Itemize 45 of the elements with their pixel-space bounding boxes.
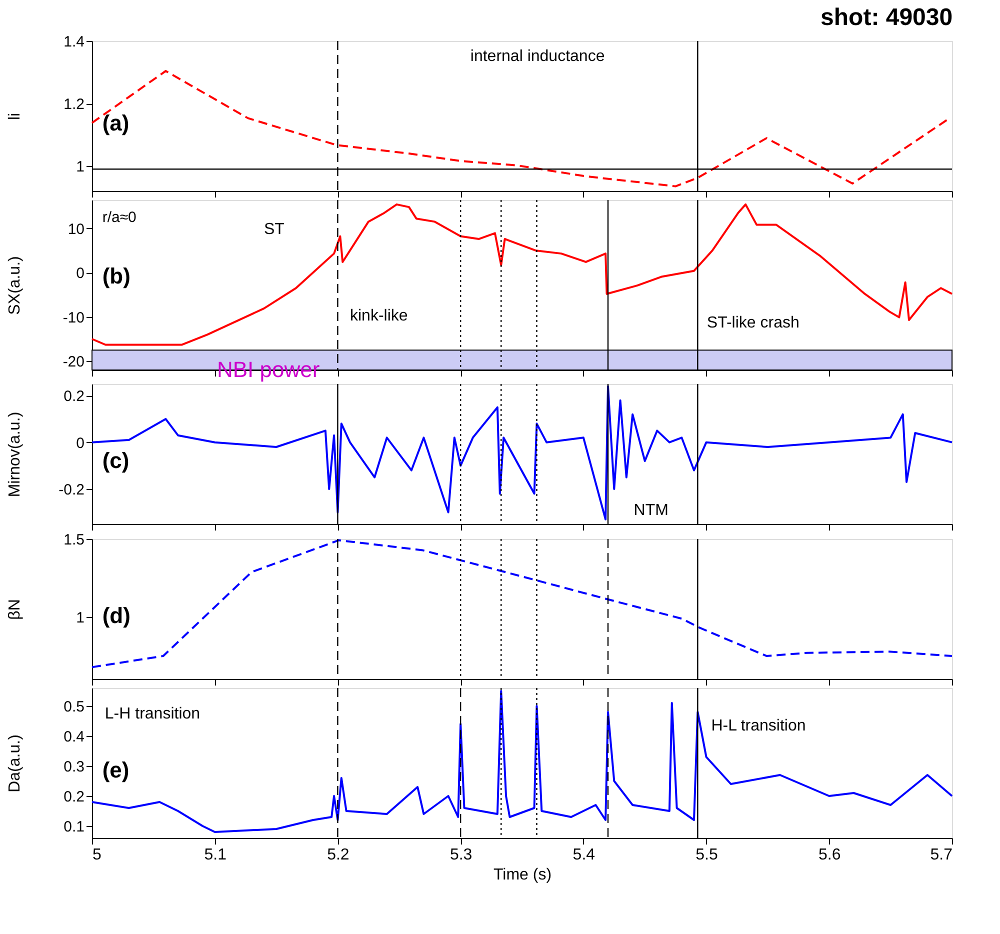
x-tick-label: 5 (92, 846, 102, 864)
y-axis-title: li (6, 112, 24, 120)
y-tick-label: 0.1 (64, 818, 84, 836)
x-tick-label: 5.2 (327, 846, 350, 864)
x-tick-label: 5.6 (818, 846, 841, 864)
y-tick-label: 0.4 (64, 728, 84, 746)
y-tick-label: -20 (62, 354, 84, 371)
y-tick-label: 0.5 (64, 698, 84, 716)
x-tick-label: 5.3 (450, 846, 472, 864)
annotation: (c) (102, 448, 130, 473)
annotation: ST (264, 220, 285, 238)
y-axis-title: Da(a.u.) (6, 734, 24, 792)
y-tick-label: 0 (76, 265, 84, 282)
annotation: (a) (102, 110, 130, 136)
y-axis-title: SX(a.u.) (6, 256, 24, 315)
y-tick-label: 1.5 (64, 532, 84, 548)
annotation: kink-like (350, 308, 408, 325)
y-tick-label: 1 (76, 609, 84, 626)
x-tick-label: 5.5 (696, 846, 718, 864)
y-tick-label: 0.2 (64, 388, 84, 406)
annotation: (e) (102, 758, 130, 782)
y-tick-label: -0.2 (58, 482, 84, 498)
y-tick-label: 0.2 (64, 788, 84, 806)
y-tick-label: 1.2 (64, 96, 84, 113)
annotation: r/a≈0 (102, 209, 136, 226)
annotation: ST-like crash (706, 314, 800, 332)
y-tick-label: 0.3 (64, 758, 84, 776)
y-tick-label: 0 (76, 434, 84, 452)
x-axis-title: Time (s) (493, 866, 552, 884)
y-axis-title: βN (6, 599, 24, 620)
y-tick-label: 1.4 (64, 34, 84, 50)
x-tick-label: 5.4 (572, 846, 596, 864)
y-tick-label: -10 (62, 309, 84, 326)
annotation: internal inductance (470, 48, 605, 65)
annotation: H-L transition (711, 718, 806, 734)
y-tick-label: 1 (76, 158, 84, 176)
x-tick-label: 5.7 (930, 846, 953, 864)
annotation: L-H transition (104, 706, 200, 722)
x-tick-label: 5.1 (204, 846, 227, 864)
annotation: (d) (102, 603, 130, 628)
y-axis-title: Mirnov(a.u.) (6, 412, 24, 498)
annotation: NTM (634, 502, 668, 519)
y-tick-label: 10 (68, 220, 84, 238)
chart-title: shot: 49030 (820, 4, 953, 31)
annotation: (b) (102, 264, 130, 288)
